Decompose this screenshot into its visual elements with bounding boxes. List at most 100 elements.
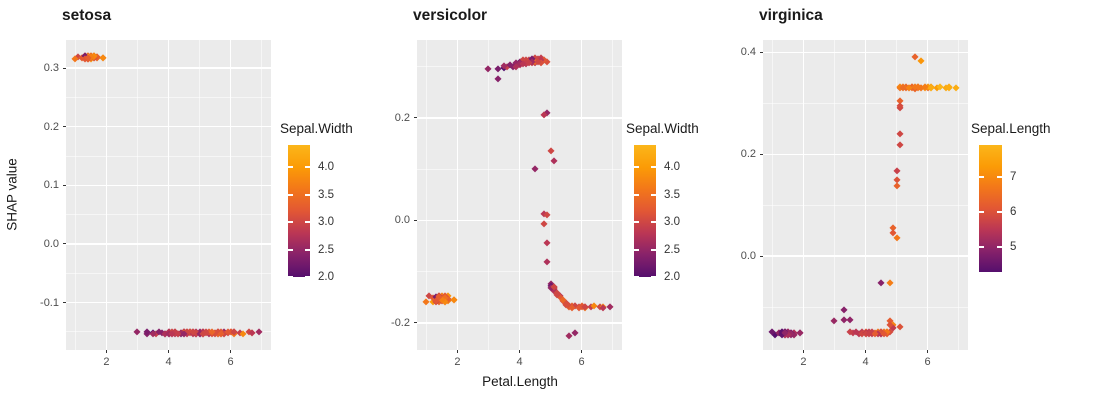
- gridline-major: [763, 51, 968, 53]
- gridline-major: [167, 40, 170, 350]
- colorbar-tick-label: 5: [1010, 241, 1017, 254]
- colorbar-tick-label: 4.0: [318, 161, 334, 173]
- gridline-minor: [612, 40, 614, 350]
- gridline-major: [66, 243, 271, 245]
- gridline-minor: [137, 40, 138, 350]
- y-tick-label: 0.1: [43, 179, 59, 192]
- colorbar-tick-left: [979, 211, 984, 214]
- colorbar-tick-left: [979, 175, 984, 178]
- colorbar-tick-right: [651, 166, 656, 168]
- panel-title: versicolor: [413, 7, 488, 24]
- gridline-major: [66, 126, 271, 128]
- y-tick-mark: [414, 219, 417, 221]
- colorbar-tick-right: [305, 193, 310, 196]
- panel-title: setosa: [62, 7, 112, 24]
- colorbar-tick-right: [305, 166, 310, 168]
- x-tick-mark: [105, 350, 107, 353]
- colorbar-tick-label: 4.0: [664, 161, 680, 173]
- y-tick-label: 0.0: [740, 250, 756, 263]
- panel-title: virginica: [759, 7, 823, 24]
- gridline-major: [802, 40, 805, 350]
- colorbar-tick-left: [288, 166, 293, 168]
- x-tick-label: 2: [103, 356, 110, 368]
- y-tick-label: 0.2: [43, 120, 59, 133]
- colorbar-tick-label: 2.0: [664, 271, 680, 283]
- gridline-major: [580, 40, 583, 350]
- gridline-major: [456, 40, 459, 350]
- x-tick-mark: [519, 350, 520, 353]
- colorbar-tick-left: [634, 166, 639, 168]
- gridline-major: [763, 255, 968, 257]
- y-tick-label: 0.2: [394, 111, 410, 124]
- y-axis-title: SHAP value: [4, 158, 20, 231]
- gridline-major: [66, 67, 271, 69]
- colorbar-tick-right: [651, 276, 656, 278]
- y-tick-mark: [63, 184, 66, 186]
- x-tick-mark: [456, 350, 458, 353]
- gridline-minor: [958, 40, 960, 350]
- colorbar-tick-label: 6: [1010, 206, 1017, 219]
- y-tick-mark: [760, 51, 763, 53]
- x-tick-mark: [168, 350, 169, 353]
- colorbar-tick-right: [997, 246, 1002, 249]
- y-tick-label: 0.0: [43, 237, 59, 250]
- y-tick-label: -0.1: [40, 296, 59, 309]
- y-tick-mark: [63, 67, 66, 69]
- colorbar-tick-left: [634, 221, 639, 223]
- colorbar-tick-label: 3.0: [318, 216, 334, 228]
- y-tick-label: 0.0: [394, 214, 410, 227]
- colorbar-tick-right: [305, 221, 310, 223]
- y-tick-mark: [63, 126, 66, 128]
- colorbar-tick-left: [634, 248, 639, 251]
- colorbar-tick-right: [997, 175, 1002, 178]
- gridline-major: [229, 40, 232, 350]
- x-tick-label: 6: [227, 356, 234, 368]
- y-tick-mark: [760, 255, 763, 257]
- x-tick-label: 6: [924, 356, 931, 368]
- colorbar-tick-right: [651, 248, 656, 251]
- x-tick-label: 2: [454, 356, 461, 368]
- y-tick-mark: [414, 117, 417, 119]
- gridline-major: [926, 40, 929, 350]
- x-tick-label: 6: [578, 356, 585, 368]
- x-tick-label: 4: [862, 356, 869, 368]
- colorbar-tick-left: [634, 193, 639, 196]
- x-tick-label: 4: [516, 356, 523, 368]
- y-tick-mark: [63, 302, 66, 304]
- colorbar-tick-left: [979, 246, 984, 249]
- colorbar-tick-label: 3.0: [664, 216, 680, 228]
- colorbar-tick-right: [305, 248, 310, 251]
- x-tick-label: 4: [165, 356, 172, 368]
- colorbar-tick-left: [288, 276, 293, 278]
- colorbar-tick-label: 7: [1010, 170, 1017, 183]
- gridline-major: [763, 153, 968, 155]
- x-tick-label: 2: [800, 356, 807, 368]
- x-tick-mark: [927, 350, 929, 353]
- colorbar-tick-left: [634, 276, 639, 278]
- colorbar-tick-label: 2.5: [318, 243, 334, 256]
- colorbar-tick-left: [288, 193, 293, 196]
- x-tick-mark: [230, 350, 232, 353]
- y-tick-label: 0.4: [740, 46, 756, 59]
- colorbar-tick-right: [651, 221, 656, 223]
- x-tick-mark: [802, 350, 804, 353]
- colorbar: [979, 145, 1002, 272]
- y-tick-mark: [414, 322, 417, 324]
- colorbar-tick-label: 2.5: [664, 243, 680, 256]
- gridline-minor: [488, 40, 489, 350]
- x-tick-mark: [865, 350, 866, 353]
- y-tick-mark: [63, 243, 66, 245]
- colorbar-tick-label: 3.5: [318, 188, 334, 201]
- gridline-minor: [74, 40, 76, 350]
- x-axis-title: Petal.Length: [482, 374, 558, 389]
- colorbar: [288, 145, 310, 277]
- gridline-minor: [425, 40, 427, 350]
- legend-title: Sepal.Width: [280, 121, 353, 136]
- colorbar-tick-label: 3.5: [664, 188, 680, 201]
- gridline-major: [518, 40, 521, 350]
- legend-title: Sepal.Length: [971, 121, 1051, 136]
- x-tick-mark: [581, 350, 583, 353]
- gridline-major: [417, 322, 622, 324]
- gridline-major: [66, 184, 271, 187]
- colorbar-tick-left: [288, 221, 293, 223]
